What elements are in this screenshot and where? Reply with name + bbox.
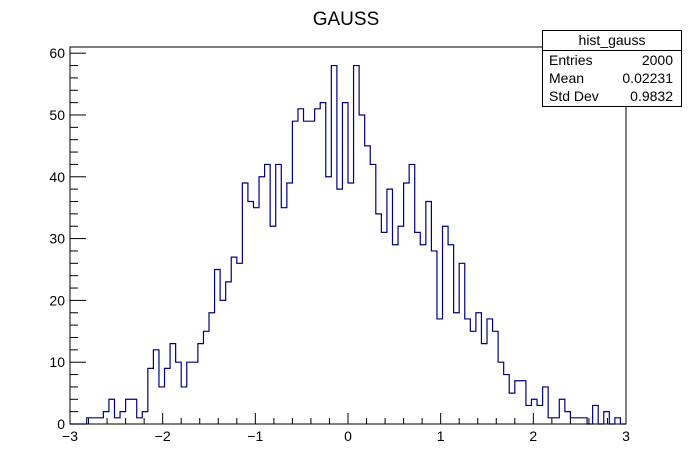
x-tick-label: −1 xyxy=(247,428,263,444)
x-tick-label: −3 xyxy=(62,428,78,444)
y-tick-label: 20 xyxy=(49,292,65,308)
stats-value-entries: 2000 xyxy=(641,52,673,68)
stats-label-mean: Mean xyxy=(549,70,585,86)
stats-row-mean: Mean 0.02231 xyxy=(543,69,681,87)
y-tick-label: 10 xyxy=(49,354,65,370)
y-tick-label: 50 xyxy=(49,107,65,123)
chart-title: GAUSS xyxy=(313,9,380,30)
y-tick-label: 60 xyxy=(49,45,65,61)
stats-value-stddev: 0.9832 xyxy=(630,88,673,104)
y-tick-label: 30 xyxy=(49,231,65,247)
stats-value-mean: 0.02231 xyxy=(622,70,673,86)
x-tick-label: 3 xyxy=(622,428,630,444)
stats-row-stddev: Std Dev 0.9832 xyxy=(543,87,681,105)
histogram-outline xyxy=(70,64,626,425)
x-tick-label: 2 xyxy=(529,428,537,444)
x-tick-label: −2 xyxy=(155,428,171,444)
stats-box-title: hist_gauss xyxy=(543,31,681,51)
y-tick-label: 40 xyxy=(49,169,65,185)
stats-label-entries: Entries xyxy=(549,52,593,68)
stats-row-entries: Entries 2000 xyxy=(543,51,681,69)
y-tick-label: 0 xyxy=(57,416,65,432)
plot-frame xyxy=(69,46,627,425)
x-tick-label: 0 xyxy=(344,428,352,444)
x-tick-label: 1 xyxy=(437,428,445,444)
stats-box: hist_gauss Entries 2000 Mean 0.02231 Std… xyxy=(542,30,682,107)
stats-label-stddev: Std Dev xyxy=(549,88,599,104)
